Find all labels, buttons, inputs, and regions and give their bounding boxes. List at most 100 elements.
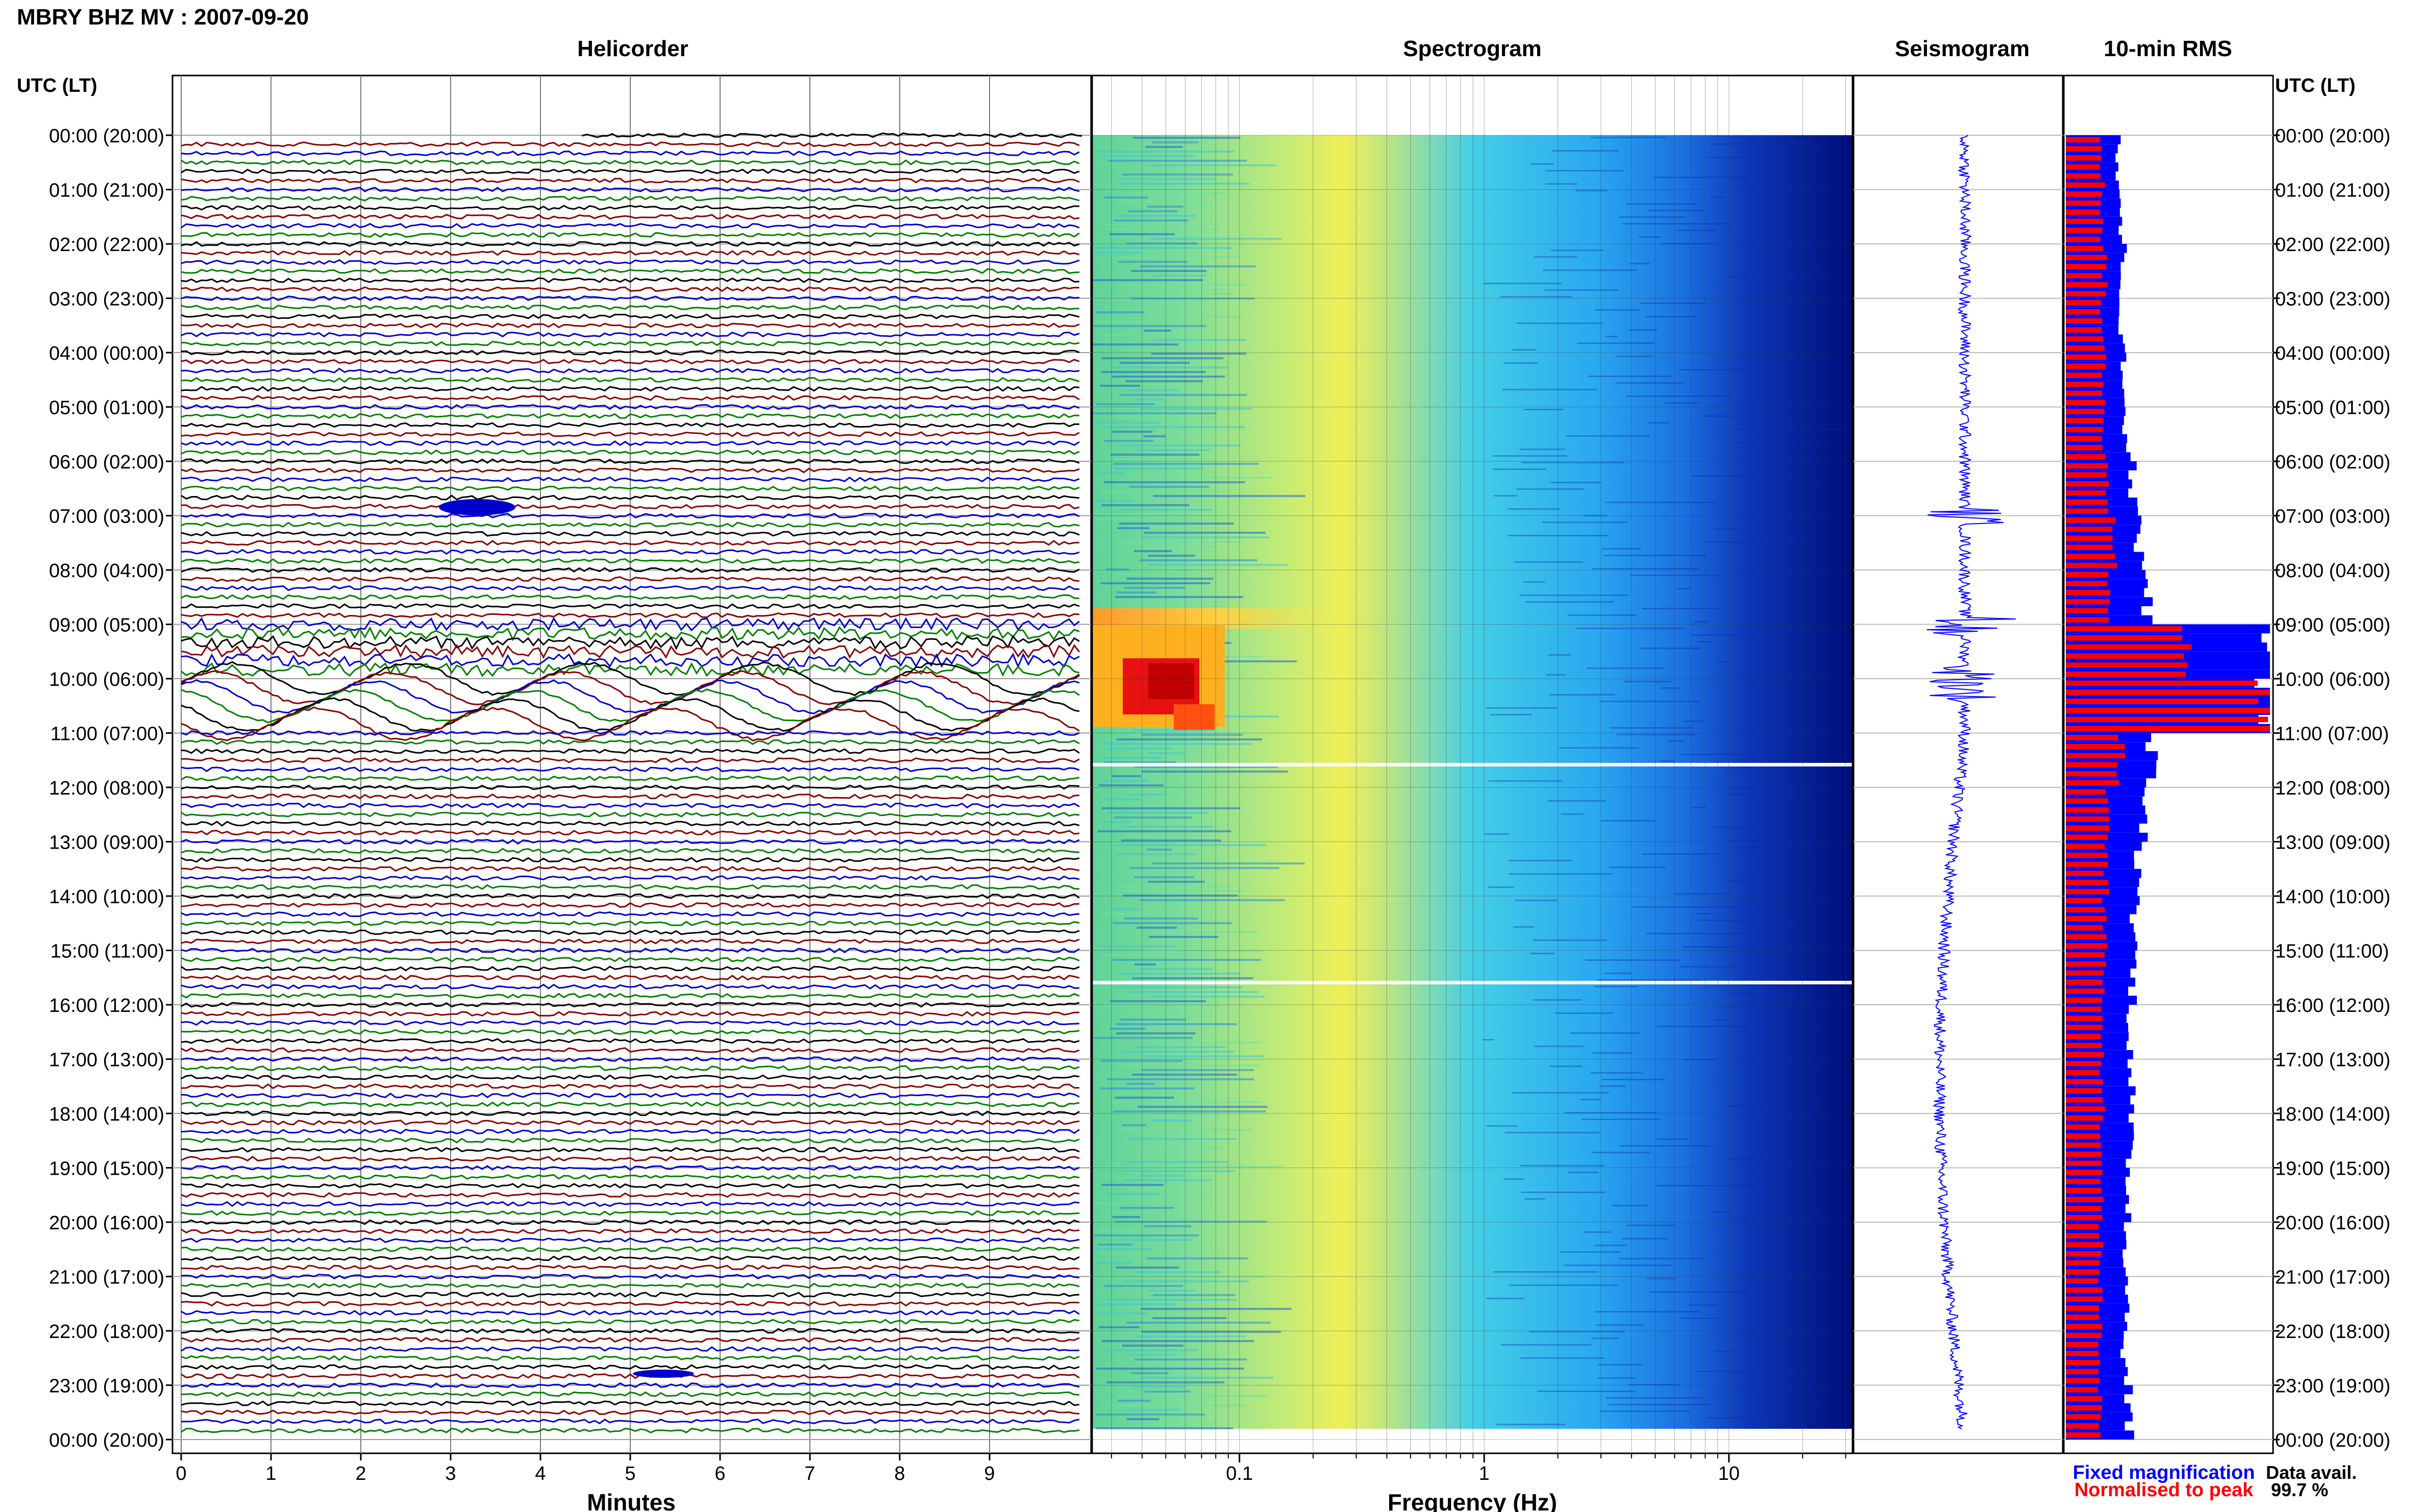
spectrogram-stripe: [1111, 1101, 1263, 1103]
spectrogram-stripe: [1130, 298, 1255, 300]
spectrogram-stripe: [1134, 550, 1172, 552]
spectrogram-noise: [1714, 528, 1738, 530]
spectrogram-noise: [1550, 482, 1601, 483]
spectrogram-noise: [1592, 1052, 1632, 1054]
spectrogram-noise: [1608, 1404, 1712, 1405]
helicorder-event-0700: [439, 499, 515, 515]
spectrogram-noise: [1609, 866, 1666, 868]
time-label-left: 07:00 (03:00): [49, 506, 164, 528]
rms-bar-normalised: [2066, 354, 2107, 360]
spectrogram-noise: [1717, 661, 1728, 662]
helicorder-trace-line: [181, 1092, 1080, 1099]
spectrogram-stripe: [1109, 1000, 1206, 1002]
spectrogram-noise: [1612, 1205, 1648, 1206]
rms-bar-normalised: [2066, 735, 2118, 740]
spectrogram-stripe: [1096, 1262, 1132, 1264]
spectrogram-stripe: [1130, 477, 1272, 479]
time-label-left: 08:00 (04:00): [49, 560, 164, 582]
helicorder-trace-line: [181, 594, 1080, 600]
spectrogram-stripe: [1103, 224, 1131, 226]
spectrogram-stripe: [1115, 573, 1189, 575]
spectrogram-stripe: [1126, 1083, 1155, 1085]
spectrogram-stripe: [1103, 761, 1177, 763]
spectrogram-stripe: [1122, 1345, 1183, 1347]
time-label-left: 03:00 (23:00): [49, 289, 164, 310]
rms-bar-normalised: [2066, 753, 2126, 759]
rms-bar-normalised: [2066, 1278, 2099, 1284]
helicorder-trace-line: [181, 1337, 1080, 1343]
rms-bar-normalised: [2066, 834, 2108, 840]
spectrogram-stripe: [1110, 366, 1228, 368]
spectrogram-stripe: [1097, 1303, 1177, 1305]
helicorder-trace-line: [181, 626, 1080, 641]
helicorder-trace-line: [181, 1201, 1080, 1207]
rms-bar-normalised: [2066, 1079, 2103, 1085]
helicorder-trace-line: [181, 1419, 1080, 1425]
spectrogram-noise: [1512, 1092, 1609, 1094]
rms-bar-normalised: [2066, 979, 2103, 985]
spectrogram-stripe: [1132, 977, 1253, 979]
spectrogram-noise: [1493, 468, 1546, 470]
spectrogram-noise: [1503, 1178, 1524, 1180]
spectrogram-noise: [1550, 250, 1603, 251]
spectrogram-stripe: [1144, 1014, 1191, 1016]
spectrogram-stripe: [1117, 215, 1196, 217]
helicorder-trace-line: [181, 775, 1080, 781]
time-label-right: 18:00 (14:00): [2275, 1104, 2390, 1125]
rms-bar-normalised: [2066, 861, 2108, 867]
spectrogram-title: Spectrogram: [1403, 36, 1541, 61]
spectrogram-stripe: [1117, 201, 1207, 203]
rms-bar-normalised: [2066, 1414, 2101, 1420]
helicorder-tick-label: 7: [804, 1463, 815, 1484]
spectrogram-stripe: [1121, 858, 1177, 860]
helicorder-trace-line: [181, 1373, 1080, 1379]
rms-bar-normalised: [2066, 1206, 2101, 1211]
spectrogram-stripe: [1125, 380, 1203, 382]
spectrogram-stripe: [1116, 591, 1157, 593]
rms-bar-normalised: [2066, 544, 2113, 550]
time-label-right: 22:00 (18:00): [2275, 1321, 2390, 1343]
spectrogram-stripe: [1092, 343, 1178, 345]
spectrogram-stripe: [1131, 1372, 1169, 1374]
spectrogram-stripe: [1146, 950, 1263, 952]
rms-bar-normalised: [2066, 1251, 2102, 1257]
helicorder-trace-line: [181, 1065, 1080, 1071]
helicorder-trace-line: [181, 540, 1080, 546]
spectrogram-noise: [1598, 1364, 1643, 1366]
spectrogram-noise: [1591, 1152, 1650, 1153]
rms-bar-normalised: [2066, 590, 2110, 596]
helicorder-trace-line: [181, 1273, 1080, 1280]
spectrogram-stripe: [1139, 899, 1285, 901]
spectrogram-stripe: [1152, 1294, 1236, 1296]
helicorder-trace-line: [181, 367, 1080, 374]
rms-bar-normalised: [2066, 925, 2103, 931]
spectrogram-stripe: [1149, 238, 1282, 240]
rms-bar-normalised: [2066, 164, 2100, 170]
rms-bar-normalised: [2066, 707, 2270, 713]
helicorder-trace-line: [181, 295, 1080, 302]
spectrogram-stripe: [1148, 555, 1195, 557]
rms-bar-normalised: [2066, 1323, 2103, 1329]
rms-bar-normalised: [2066, 689, 2270, 695]
spectrogram-noise: [1735, 847, 1816, 848]
spectrogram-stripe: [1106, 1404, 1246, 1406]
spectrogram-noise: [1576, 628, 1685, 629]
spectrogram-noise: [1563, 1265, 1671, 1266]
time-label-left: 09:00 (05:00): [49, 615, 164, 636]
helicorder-trace-line: [181, 1164, 1080, 1171]
spectrogram-noise: [1508, 535, 1608, 536]
spectrogram-noise: [1549, 694, 1615, 696]
spectrogram-stripe: [1126, 1322, 1271, 1324]
helicorder-trace-line: [181, 706, 1080, 741]
spectrogram-stripe: [1104, 440, 1153, 442]
spectrogram-noise: [1677, 230, 1717, 231]
spectrogram-stripe: [1134, 766, 1278, 768]
spectrogram-stripe: [1099, 1312, 1149, 1315]
time-label-left: 04:00 (00:00): [49, 343, 164, 364]
rms-bar-normalised: [2066, 526, 2112, 532]
spectrogram-noise: [1559, 747, 1639, 749]
spectrogram-stripe: [1096, 1427, 1233, 1429]
spectrogram-stripe: [1096, 403, 1155, 405]
spectrogram-ticks: 0.1 1 10: [1110, 1453, 1846, 1484]
spectrogram-noise: [1493, 1271, 1599, 1273]
